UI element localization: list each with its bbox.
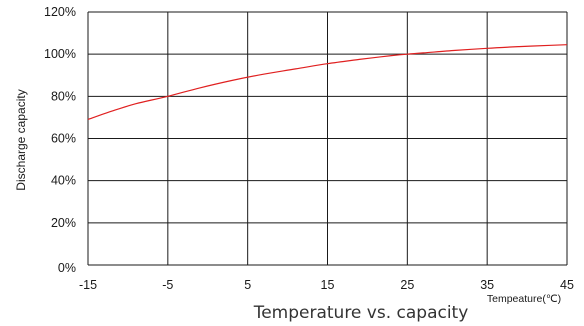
y-axis-label: Discharge capacity [14,89,28,190]
grid [87,11,568,266]
y-tick-label: 20% [51,216,76,230]
y-tick-label: 100% [44,47,76,61]
y-tick-label: 0% [58,261,76,275]
x-tick-labels: -15 -5 5 15 25 35 45 [79,278,574,292]
x-tick-label: -15 [79,278,97,292]
y-tick-label: 120% [44,5,76,19]
x-axis-label: Tempeature(℃) [487,293,561,305]
y-tick-labels: 0% 20% 40% 60% 80% 100% 120% [44,5,76,275]
y-tick-label: 40% [51,174,76,188]
x-tick-label: 25 [400,278,414,292]
x-tick-label: 45 [560,278,574,292]
series-line-0 [87,44,568,121]
x-tick-label: 35 [480,278,494,292]
x-tick-label: 15 [321,278,335,292]
x-tick-label: -5 [162,278,173,292]
y-tick-label: 80% [51,89,76,103]
series-layer [87,44,568,121]
y-tick-label: 60% [51,132,76,146]
x-tick-label: 5 [244,278,251,292]
chart-title: Temperature vs. capacity [253,303,469,323]
